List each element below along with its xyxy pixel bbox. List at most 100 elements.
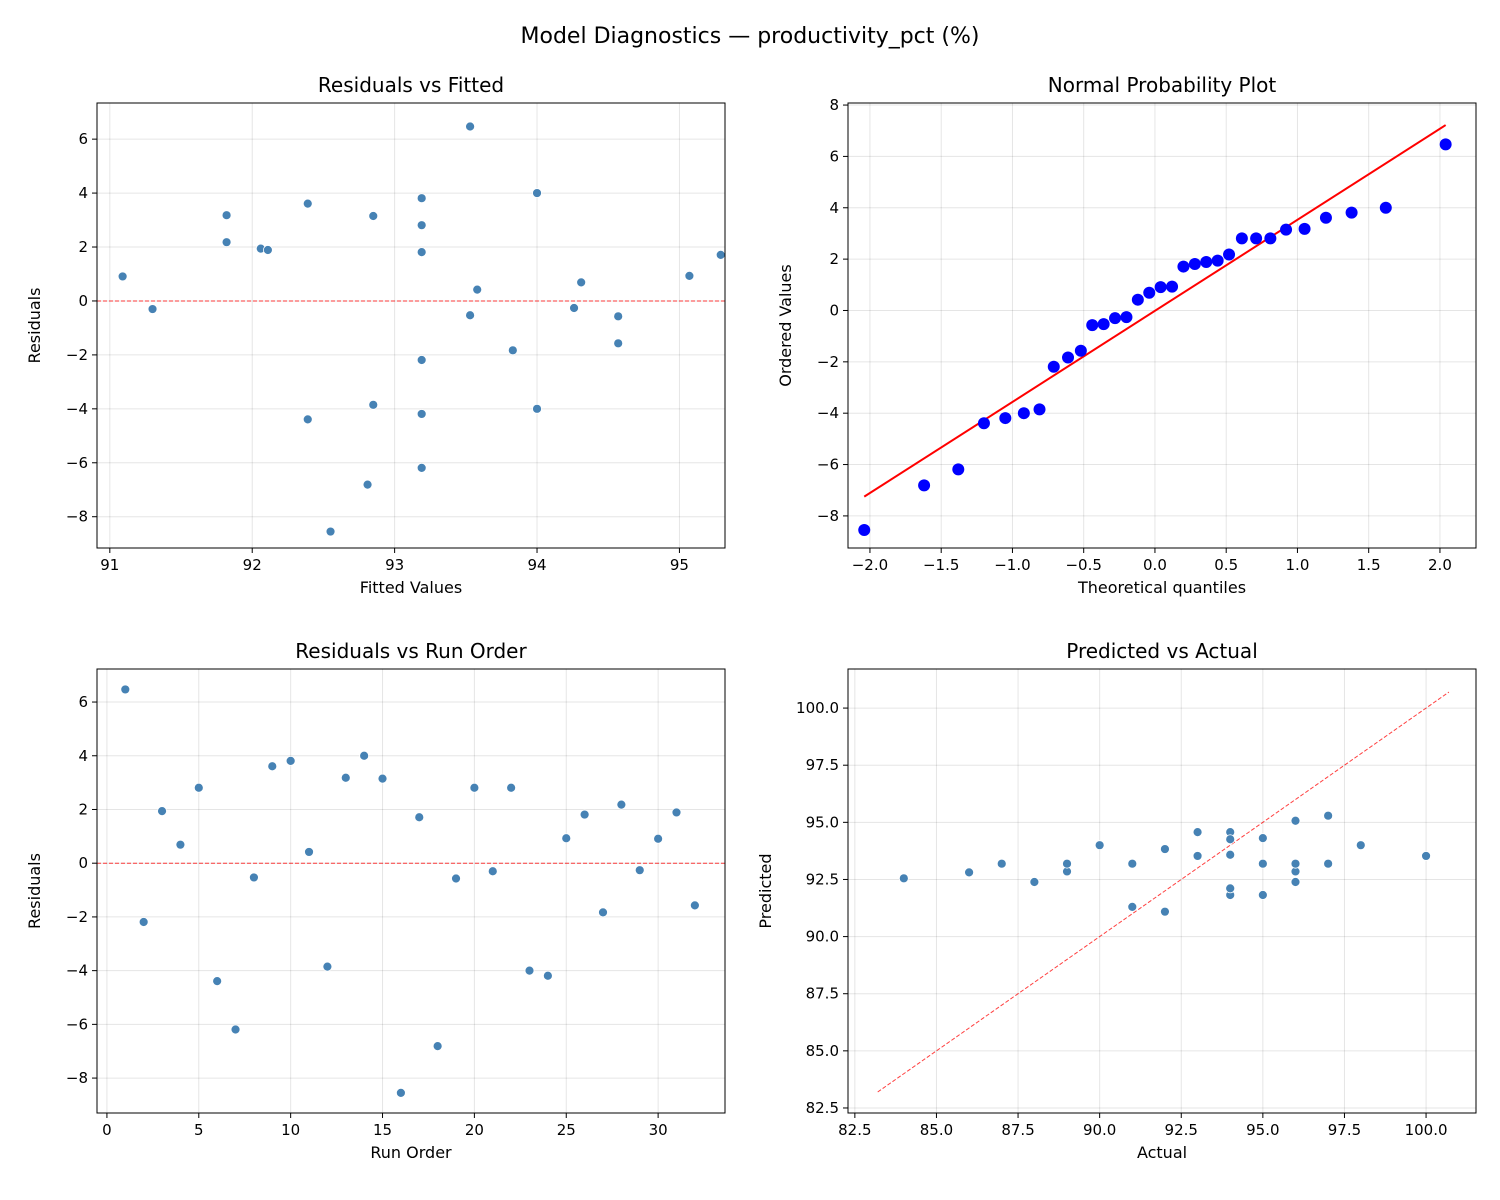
data-point — [1062, 858, 1072, 869]
data-point — [952, 463, 965, 476]
data-point — [469, 782, 480, 793]
y-tick-label: −2 — [66, 908, 88, 926]
x-tick-label: −0.5 — [1065, 556, 1101, 574]
subplot-title: Predicted vs Actual — [1066, 639, 1258, 663]
data-point — [120, 684, 131, 695]
data-point — [506, 782, 517, 793]
x-tick-label: 20 — [465, 1121, 484, 1139]
data-point — [465, 310, 475, 321]
data-point — [1062, 351, 1075, 364]
data-point — [175, 839, 186, 850]
x-axis-label: Fitted Values — [360, 578, 462, 597]
data-point — [138, 917, 149, 927]
data-point — [1033, 403, 1046, 416]
data-point — [325, 526, 336, 537]
y-tick-label: −4 — [66, 400, 88, 418]
y-tick-label: 87.5 — [806, 985, 839, 1003]
data-point — [1211, 254, 1224, 267]
data-point — [977, 417, 990, 430]
data-point — [1160, 906, 1170, 917]
x-tick-label: 92.5 — [1165, 1121, 1198, 1139]
data-point — [212, 976, 223, 987]
data-point — [465, 121, 475, 132]
data-point — [532, 403, 542, 414]
data-point — [684, 270, 695, 281]
data-point — [1109, 312, 1122, 325]
data-point — [996, 858, 1007, 869]
y-tick-label: 0 — [829, 301, 839, 319]
data-point — [1225, 849, 1236, 860]
y-axis-label: Residuals — [25, 853, 44, 929]
data-point — [1290, 877, 1301, 887]
x-tick-label: −1.0 — [994, 556, 1030, 574]
data-point — [1120, 311, 1133, 324]
data-point — [1086, 319, 1099, 332]
subplot-1: 91 92 93 94 95 −8 −6 −4 −2 0 2 4 6 Residuals vs Fitte… — [25, 73, 726, 597]
y-axis-label: Predicted — [756, 853, 775, 928]
data-point — [858, 524, 871, 537]
data-point — [689, 900, 700, 911]
data-point — [1154, 281, 1167, 294]
data-point — [1298, 222, 1311, 235]
data-point — [416, 355, 427, 365]
data-point — [1323, 858, 1334, 869]
data-point — [368, 211, 379, 221]
data-point — [1200, 255, 1213, 268]
data-point — [322, 961, 333, 972]
subplot-title: Normal Probability Plot — [1048, 73, 1277, 97]
x-tick-label: 1.5 — [1357, 556, 1381, 574]
y-tick-label: −8 — [66, 1069, 88, 1087]
data-point — [451, 873, 461, 884]
y-tick-label: 4 — [829, 199, 839, 217]
x-tick-label: 95.0 — [1246, 1121, 1279, 1139]
x-tick-label: 85.0 — [920, 1121, 953, 1139]
data-point — [472, 284, 483, 295]
data-point — [147, 304, 158, 314]
data-point — [507, 345, 518, 356]
data-point — [671, 807, 682, 818]
y-tick-label: 4 — [78, 747, 88, 765]
x-tick-label: 92 — [243, 556, 262, 574]
y-tick-label: 2 — [78, 238, 88, 256]
data-point — [1029, 877, 1040, 887]
x-axis-label: Actual — [1137, 1143, 1187, 1162]
y-tick-label: 2 — [78, 800, 88, 818]
x-tick-label: 0 — [102, 1121, 112, 1139]
x-tick-label: −1.5 — [923, 556, 959, 574]
data-point — [487, 866, 498, 877]
y-tick-label: 6 — [78, 130, 88, 148]
axes-frame — [96, 102, 726, 549]
y-tick-label: 92.5 — [806, 870, 839, 888]
data-point — [416, 247, 427, 258]
x-tick-label: −2.0 — [852, 556, 888, 574]
x-tick-label: 10 — [281, 1121, 300, 1139]
data-point — [1166, 280, 1179, 293]
y-tick-label: −6 — [66, 454, 88, 472]
data-point — [1094, 840, 1105, 851]
y-tick-label: 95.0 — [806, 813, 839, 831]
data-point — [1192, 827, 1203, 838]
subplot-title: Residuals vs Run Order — [295, 639, 527, 663]
axes-frame — [847, 668, 1477, 1114]
x-tick-label: 25 — [557, 1121, 576, 1139]
y-tick-label: 90.0 — [806, 928, 839, 946]
data-point — [1177, 260, 1190, 273]
y-tick-label: 6 — [78, 693, 88, 711]
data-point — [304, 847, 314, 857]
x-tick-label: 97.5 — [1328, 1121, 1361, 1139]
data-point — [1127, 858, 1138, 869]
x-tick-label: 1.0 — [1286, 556, 1310, 574]
data-point — [432, 1041, 443, 1052]
data-point — [1127, 901, 1138, 912]
data-point — [1223, 248, 1236, 261]
data-point — [653, 833, 664, 844]
y-tick-label: −2 — [66, 346, 88, 364]
data-point — [302, 414, 313, 425]
data-point — [1439, 138, 1452, 151]
y-axis-label: Residuals — [25, 288, 44, 364]
data-point — [249, 872, 259, 883]
y-tick-label: 100.0 — [796, 699, 839, 717]
y-tick-label: −4 — [66, 962, 88, 980]
data-point — [230, 1024, 241, 1035]
